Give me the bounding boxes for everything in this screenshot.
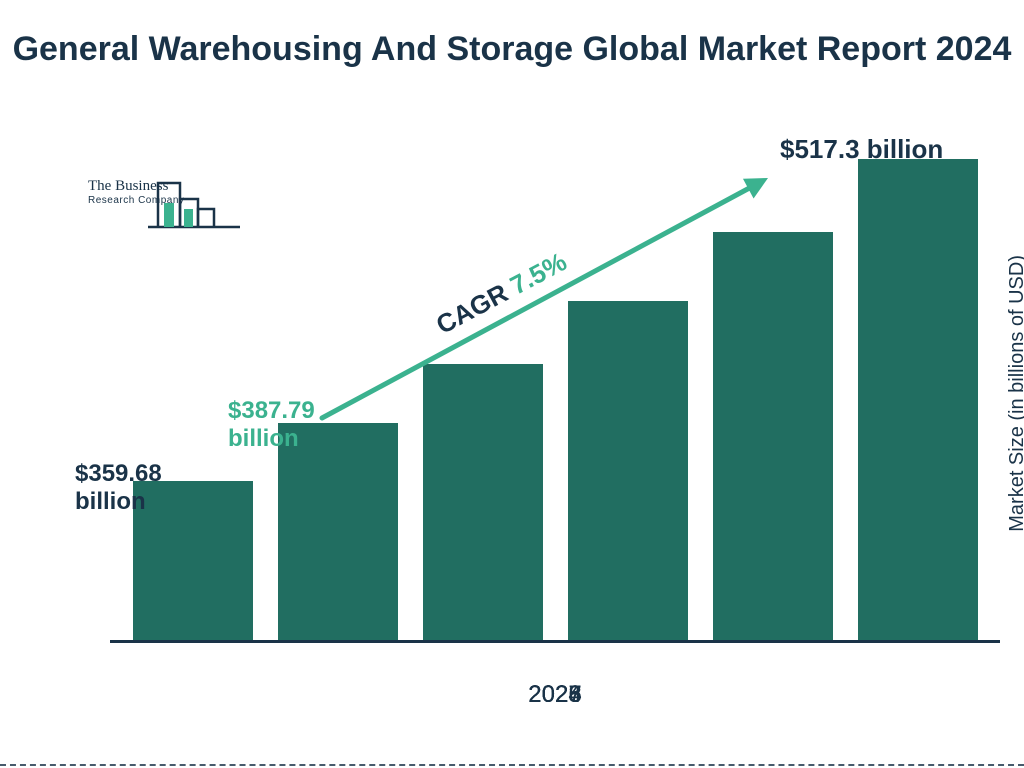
- bar: [423, 364, 543, 643]
- chart-title: General Warehousing And Storage Global M…: [0, 28, 1024, 71]
- bar: [858, 159, 978, 643]
- bar-wrap: [708, 232, 838, 643]
- y-axis-label: Market Size (in billions of USD): [1006, 255, 1024, 532]
- bar: [713, 232, 833, 643]
- bar: [278, 423, 398, 643]
- chart-container: General Warehousing And Storage Global M…: [0, 0, 1024, 768]
- bar-wrap: [418, 364, 548, 643]
- bar-wrap: [853, 159, 983, 643]
- bars-group: [120, 113, 990, 643]
- value-callout: $359.68billion: [75, 460, 162, 515]
- x-axis-line: [110, 640, 1000, 643]
- bar-wrap: [563, 301, 693, 643]
- bar: [568, 301, 688, 643]
- value-callout: $387.79billion: [228, 397, 315, 452]
- bar-wrap: [273, 423, 403, 643]
- value-callout: $517.3 billion: [780, 135, 943, 165]
- chart-area: 202320242025202620272028: [55, 150, 945, 705]
- bottom-dashed-line: [0, 764, 1024, 766]
- x-tick-label: 2028: [490, 681, 620, 709]
